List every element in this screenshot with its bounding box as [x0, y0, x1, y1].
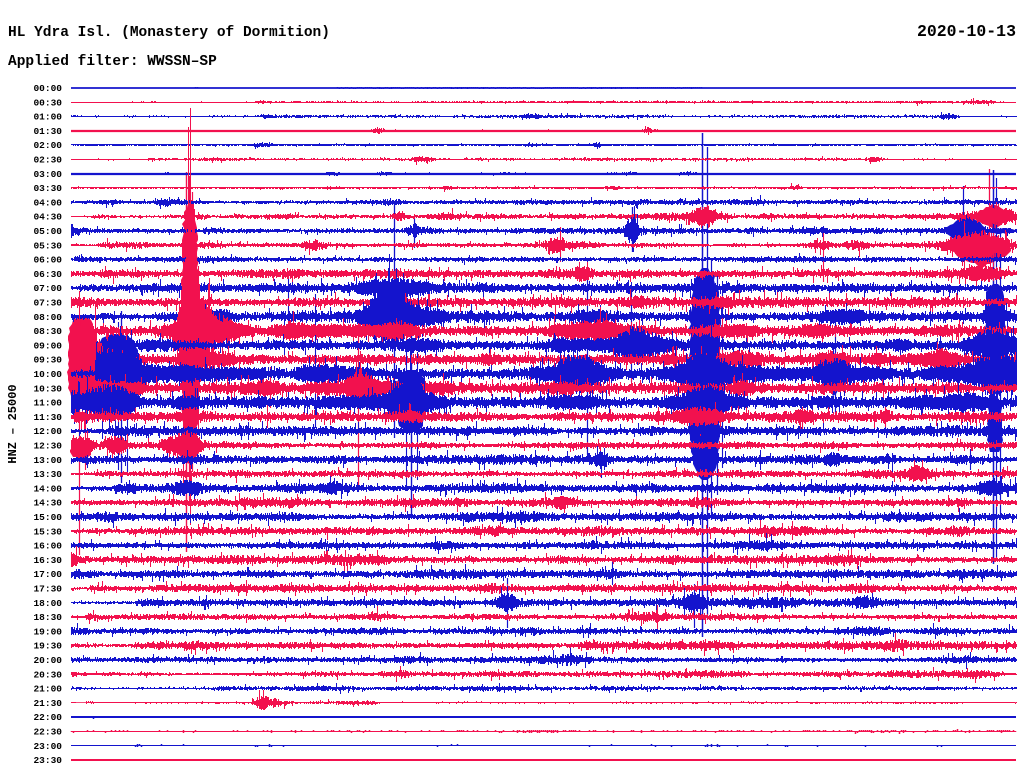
svg-text:01:00: 01:00	[33, 112, 62, 123]
svg-text:HL Ydra Isl. (Monastery of Dor: HL Ydra Isl. (Monastery of Dormition)	[8, 25, 330, 41]
svg-text:09:30: 09:30	[33, 355, 62, 366]
svg-text:19:00: 19:00	[33, 626, 62, 637]
svg-text:07:00: 07:00	[33, 283, 62, 294]
svg-text:Applied filter: WWSSN–SP: Applied filter: WWSSN–SP	[8, 54, 217, 70]
svg-text:05:30: 05:30	[33, 240, 62, 251]
svg-text:05:00: 05:00	[33, 226, 62, 237]
svg-text:21:00: 21:00	[33, 684, 62, 695]
svg-text:HNZ – 25000: HNZ – 25000	[6, 384, 20, 463]
svg-text:22:30: 22:30	[33, 727, 62, 738]
svg-text:04:00: 04:00	[33, 197, 62, 208]
svg-text:14:00: 14:00	[33, 483, 62, 494]
svg-text:21:30: 21:30	[33, 698, 62, 709]
svg-text:15:00: 15:00	[33, 512, 62, 523]
svg-text:04:30: 04:30	[33, 212, 62, 223]
svg-text:02:00: 02:00	[33, 140, 62, 151]
svg-text:10:30: 10:30	[33, 383, 62, 394]
svg-text:16:00: 16:00	[33, 541, 62, 552]
svg-text:17:00: 17:00	[33, 569, 62, 580]
svg-text:02:30: 02:30	[33, 155, 62, 166]
svg-text:13:30: 13:30	[33, 469, 62, 480]
svg-text:20:00: 20:00	[33, 655, 62, 666]
svg-text:15:30: 15:30	[33, 526, 62, 537]
svg-text:16:30: 16:30	[33, 555, 62, 566]
svg-text:01:30: 01:30	[33, 126, 62, 137]
svg-text:06:00: 06:00	[33, 255, 62, 266]
svg-text:14:30: 14:30	[33, 498, 62, 509]
svg-text:08:30: 08:30	[33, 326, 62, 337]
svg-text:17:30: 17:30	[33, 584, 62, 595]
svg-text:09:00: 09:00	[33, 340, 62, 351]
svg-text:08:00: 08:00	[33, 312, 62, 323]
svg-text:19:30: 19:30	[33, 641, 62, 652]
svg-text:22:00: 22:00	[33, 712, 62, 723]
svg-text:23:00: 23:00	[33, 741, 62, 752]
svg-text:20:30: 20:30	[33, 669, 62, 680]
svg-text:12:00: 12:00	[33, 426, 62, 437]
svg-text:18:30: 18:30	[33, 612, 62, 623]
svg-text:10:00: 10:00	[33, 369, 62, 380]
svg-text:06:30: 06:30	[33, 269, 62, 280]
svg-text:11:30: 11:30	[33, 412, 62, 423]
svg-text:00:30: 00:30	[33, 97, 62, 108]
svg-text:12:30: 12:30	[33, 441, 62, 452]
svg-text:18:00: 18:00	[33, 598, 62, 609]
svg-text:2020-10-13: 2020-10-13	[917, 22, 1016, 41]
svg-text:00:00: 00:00	[33, 83, 62, 94]
svg-text:07:30: 07:30	[33, 298, 62, 309]
svg-text:03:00: 03:00	[33, 169, 62, 180]
svg-text:11:00: 11:00	[33, 398, 62, 409]
svg-text:13:00: 13:00	[33, 455, 62, 466]
svg-text:03:30: 03:30	[33, 183, 62, 194]
svg-text:23:30: 23:30	[33, 755, 62, 766]
